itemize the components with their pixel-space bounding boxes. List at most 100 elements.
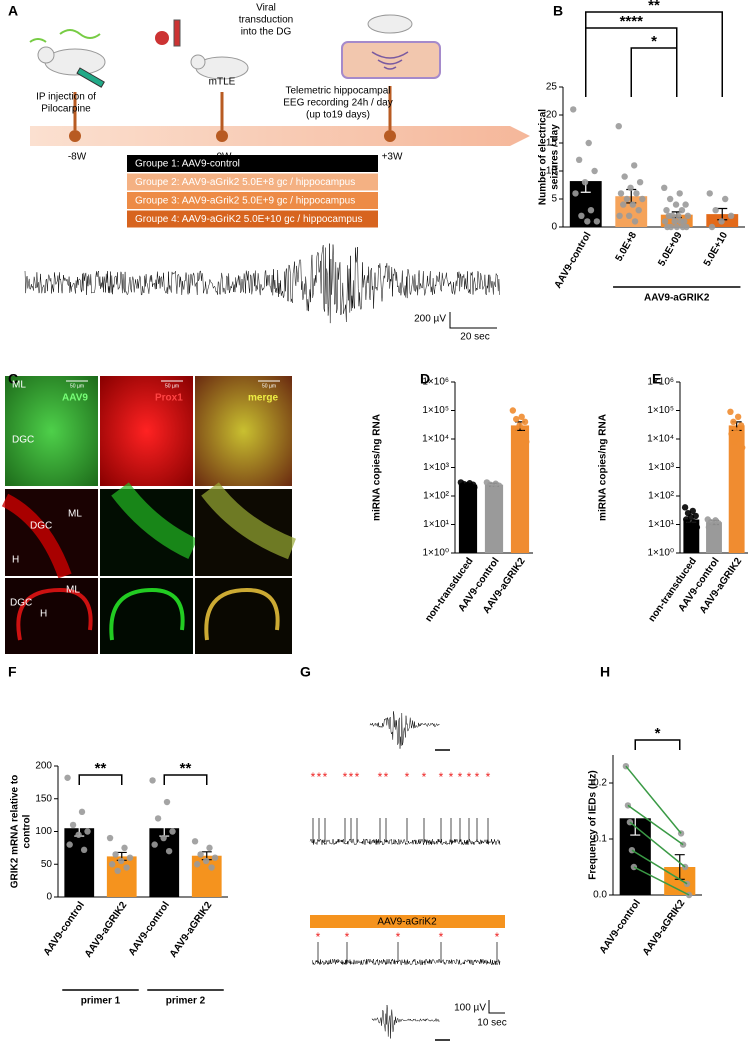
panel-label: F (8, 664, 17, 680)
scale-label: 50 µm (70, 383, 84, 389)
data-point (117, 857, 125, 865)
data-point (570, 106, 577, 113)
data-point (625, 212, 633, 219)
x-tick-label: 5.0E+8 (614, 230, 640, 264)
data-point (710, 521, 717, 528)
group-label: primer 2 (166, 996, 206, 1007)
histology-images (1, 376, 297, 654)
group-box (127, 155, 378, 172)
y-axis-label: GRIK2 mRNA relative to (10, 775, 21, 889)
timeline-pins (73, 86, 392, 130)
data-point (617, 190, 625, 197)
y-axis-label: control (22, 814, 33, 848)
ied-marker: * (486, 770, 491, 784)
data-point (664, 223, 671, 231)
mouse (155, 19, 249, 80)
bar (510, 425, 530, 553)
pair-line (627, 804, 684, 846)
scale-bar (488, 1000, 505, 1014)
x-tick-label: AAV9-control (553, 230, 594, 290)
scale-bar (449, 312, 497, 329)
y-tick-label: 1×10³ (423, 462, 450, 473)
eeg-trace (24, 243, 500, 324)
group-box (127, 192, 378, 209)
x-tick-label: AAV9-control (127, 900, 172, 958)
ied-marker: * (467, 770, 472, 784)
data-point (495, 482, 503, 489)
significance-label: ** (648, 0, 660, 14)
ied-inset (369, 711, 440, 749)
significance-label: **** (620, 13, 644, 30)
data-point (523, 438, 530, 445)
data-point (78, 808, 86, 816)
data-point (629, 201, 637, 208)
data-point (683, 516, 690, 523)
data-point (84, 828, 91, 835)
group-label: Groupe 3: AAV9-aGrik2 5.0E+9 gc / hippoc… (135, 196, 355, 207)
significance-label: ** (95, 760, 107, 777)
annotation: Viral (256, 3, 276, 14)
significance-label: ** (180, 760, 192, 777)
y-tick-label: 1×10¹ (648, 519, 675, 530)
data-point (106, 834, 114, 842)
data-point (584, 218, 591, 225)
data-point (705, 524, 713, 531)
x-tick-label: AAV9-control (42, 900, 87, 958)
significance-bracket (163, 774, 208, 785)
panel-label: C (8, 371, 18, 387)
data-point (123, 864, 130, 871)
data-point (521, 418, 529, 426)
y-tick-label: 50 (41, 859, 53, 870)
data-point (578, 212, 585, 219)
group-label: Groupe 4: AAV9-aGriK2 5.0E+10 gc / hippo… (135, 214, 362, 225)
panel-label: A (8, 3, 18, 19)
stain-label: merge (248, 393, 278, 404)
data-point (678, 207, 686, 214)
scale-label: 100 µV (454, 1003, 486, 1014)
condition-label: AAV9-aGriK2 (377, 917, 437, 928)
stain-label: Prox1 (155, 393, 183, 404)
data-point (718, 218, 725, 225)
y-tick-label: 0.0 (593, 890, 607, 901)
y-tick-label: 150 (35, 793, 52, 804)
y-tick-label: 15 (546, 138, 558, 149)
annotation: transduction (239, 15, 293, 26)
data-point (666, 195, 674, 203)
data-point (665, 212, 672, 219)
data-point (684, 212, 692, 219)
data-point (689, 507, 697, 515)
lfp-trace (311, 958, 501, 966)
data-point (627, 184, 634, 191)
data-point (639, 195, 646, 203)
ied-marker: * (495, 930, 500, 944)
data-point (154, 815, 162, 822)
data-point (679, 223, 687, 231)
region-label: ML (12, 380, 26, 391)
significance-label: * (655, 725, 661, 742)
lfp-trace (309, 838, 501, 846)
annotation: Telemetric hippocampal (285, 86, 390, 97)
data-point (712, 207, 719, 214)
data-point (623, 195, 631, 203)
data-point (616, 212, 623, 219)
bar (64, 828, 95, 897)
y-tick-label: 20 (546, 110, 558, 121)
ied-marker: * (378, 770, 383, 784)
data-point (673, 223, 681, 231)
pair-line (629, 821, 686, 868)
y-tick-label: 0 (46, 892, 52, 903)
ied-inset (371, 1004, 440, 1039)
ied-marker: * (405, 770, 410, 784)
annotation: into the DG (241, 27, 292, 38)
data-point (672, 201, 680, 208)
timepoint: -8W (68, 152, 87, 163)
data-point (730, 418, 737, 426)
data-point (206, 844, 213, 852)
ied-marker: * (439, 770, 444, 784)
pair-line (633, 866, 690, 896)
y-tick-label: 1×10⁶ (647, 377, 674, 388)
region-label: ML (68, 509, 82, 520)
x-tick-label: 5.0E+10 (702, 230, 731, 268)
data-point (727, 212, 735, 219)
